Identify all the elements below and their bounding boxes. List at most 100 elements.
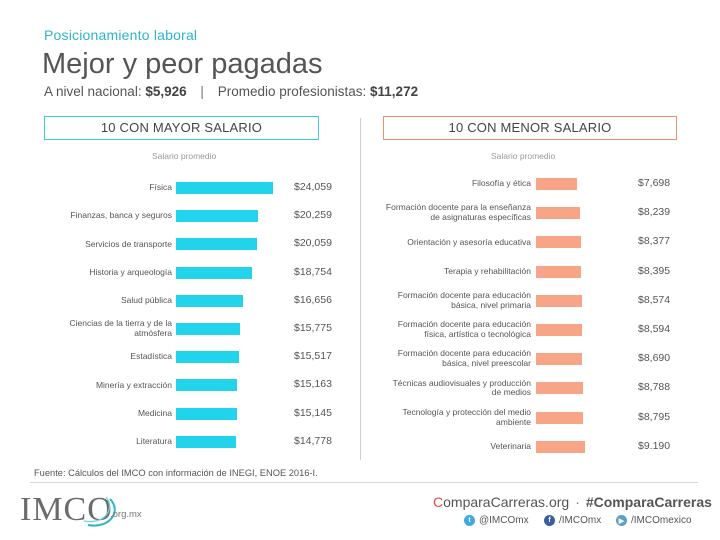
bar-row: Técnicas audiovisuales y producción de m… <box>0 374 720 402</box>
bar <box>536 353 583 366</box>
bar-value-label: $8,395 <box>638 264 671 277</box>
bar-label: Formación docente para la enseñanza de a… <box>385 202 531 223</box>
bar-label: Servicios de transporte <box>85 238 172 249</box>
bar-label: Formación docente para educación básica,… <box>397 348 531 369</box>
bar-row: Tecnología y protección del medio ambien… <box>0 404 720 432</box>
bar-label: Ciencias de la tierra y de la atmósfera <box>69 318 172 338</box>
bar <box>536 178 577 190</box>
bar-row: Formación docente para la enseñanza de a… <box>0 199 720 227</box>
panel-divider <box>360 118 361 460</box>
bar <box>536 411 583 424</box>
bar <box>176 435 236 448</box>
top-paid-header: 10 CON MAYOR SALARIO <box>44 116 319 140</box>
facebook-link[interactable]: f /IMCOmx <box>544 515 601 526</box>
bar-row: Salud pública $16,656 <box>0 287 720 315</box>
bar-value-label: $16,656 <box>294 293 332 306</box>
bar <box>176 294 244 307</box>
bar-value-label: $15,145 <box>294 406 332 419</box>
bar-value-label: $8,788 <box>638 381 671 394</box>
bar-label: Tecnología y protección del medio ambien… <box>402 406 531 427</box>
bar-value-label: $8,239 <box>638 206 671 219</box>
bar <box>176 266 252 279</box>
page-title: Mejor y peor pagadas <box>42 48 323 80</box>
bar <box>176 351 239 364</box>
youtube-icon: ▶ <box>616 515 627 526</box>
site-name: omparaCarreras.org <box>443 494 570 510</box>
bar <box>536 294 582 307</box>
bar-value-label: $15,517 <box>294 350 332 363</box>
bar <box>176 210 258 223</box>
right-axis-caption: Salario promedio <box>491 151 556 161</box>
bar-value-label: $8,377 <box>638 235 671 248</box>
left-axis-caption: Salario promedio <box>152 151 217 161</box>
bar-label: Física <box>149 182 172 193</box>
bar-value-label: $8,690 <box>638 352 671 365</box>
bar-label: Formación docente para educación básica,… <box>397 290 531 310</box>
bar-row: Terapia y rehabilitación $8,395 <box>0 258 720 286</box>
twitter-icon: t <box>464 515 475 526</box>
bar-label: Filosofía y ética <box>471 178 531 189</box>
bar-value-label: $15,163 <box>294 378 332 391</box>
bar-value-label: $24,059 <box>294 181 332 193</box>
bar-label: Literatura <box>136 435 172 446</box>
bar-row: Formación docente para educación básica,… <box>0 345 720 373</box>
bar-row: Orientación y asesoría educativa $8,377 <box>0 228 720 256</box>
bar <box>176 323 240 335</box>
bar-row: Servicios de transporte $20,059 <box>0 230 720 258</box>
bar <box>536 382 583 395</box>
imco-logo[interactable]: IMCO .org.mx <box>18 489 142 529</box>
logo-domain: .org.mx <box>110 509 142 520</box>
bar <box>536 265 581 278</box>
bar-label: Medicina <box>137 407 172 418</box>
bar-value-label: $14,778 <box>294 434 332 447</box>
bar-value-label: $20,059 <box>294 237 332 250</box>
bar-value-label: $18,754 <box>294 265 332 278</box>
source-note: Fuente: Cálculos del IMCO con informació… <box>34 468 318 478</box>
site-initial: C <box>433 494 444 510</box>
national-value: $5,926 <box>145 84 187 99</box>
bar-label: Finanzas, banca y seguros <box>70 210 172 221</box>
bar-label: Técnicas audiovisuales y producción de m… <box>392 377 531 398</box>
facebook-icon: f <box>544 515 555 526</box>
logo-wordmark: IMCO <box>20 491 113 528</box>
twitter-handle: @IMCOmx <box>479 515 529 526</box>
bar-row: Medicina $15,145 <box>0 400 720 428</box>
bar-row: Historia y arqueología $18,754 <box>0 259 720 287</box>
bar-row: Física $24,059 <box>0 174 720 202</box>
bar <box>176 238 257 251</box>
bar-label: Orientación y asesoría educativa <box>407 236 531 247</box>
bar-row: Ciencias de la tierra y de la atmósfera $… <box>0 315 720 343</box>
subtitle: A nivel nacional: $5,926 | Promedio prof… <box>44 84 418 99</box>
twitter-link[interactable]: t @IMCOmx <box>464 515 529 526</box>
bar-row: Filosofía y ética $7,698 <box>0 170 720 198</box>
bar <box>536 236 581 249</box>
banner-dot: · <box>575 494 580 510</box>
bar-row: Formación docente para educación básica,… <box>0 287 720 315</box>
footer-divider <box>30 482 698 483</box>
bar-row: Literatura $14,778 <box>0 428 720 456</box>
national-label: A nivel nacional: <box>44 84 142 99</box>
bar-row: Formación docente para educación física,… <box>0 316 720 344</box>
bar-row: Veterinaria $9.190 <box>0 433 720 461</box>
compara-carreras-banner[interactable]: ComparaCarreras.org · #ComparaCarreras <box>433 494 712 510</box>
bar-label: Terapia y rehabilitación <box>444 265 531 276</box>
bar-label: Minería y extracción <box>95 379 172 390</box>
lowest-paid-header: 10 CON MENOR SALARIO <box>383 116 677 140</box>
youtube-link[interactable]: ▶ /IMCOmexico <box>616 515 692 526</box>
bar-value-label: $15,775 <box>294 322 332 334</box>
bar-value-label: $7,698 <box>638 177 671 189</box>
kicker: Posicionamiento laboral <box>44 27 198 43</box>
logo-swoosh-icon <box>83 496 116 527</box>
hashtag: #ComparaCarreras <box>585 494 712 510</box>
bar-row: Estadística $15,517 <box>0 343 720 371</box>
bar-label: Historia y arqueología <box>89 266 172 277</box>
bar-value-label: $9.190 <box>638 439 671 452</box>
bar <box>536 440 585 453</box>
bar-value-label: $20,259 <box>294 209 332 222</box>
professionals-value: $11,272 <box>370 84 419 99</box>
bar <box>176 182 273 194</box>
youtube-handle: /IMCOmexico <box>631 515 692 526</box>
bar-value-label: $8,574 <box>638 293 671 306</box>
bar <box>536 207 580 220</box>
bar-row: Finanzas, banca y seguros $20,259 <box>0 202 720 230</box>
